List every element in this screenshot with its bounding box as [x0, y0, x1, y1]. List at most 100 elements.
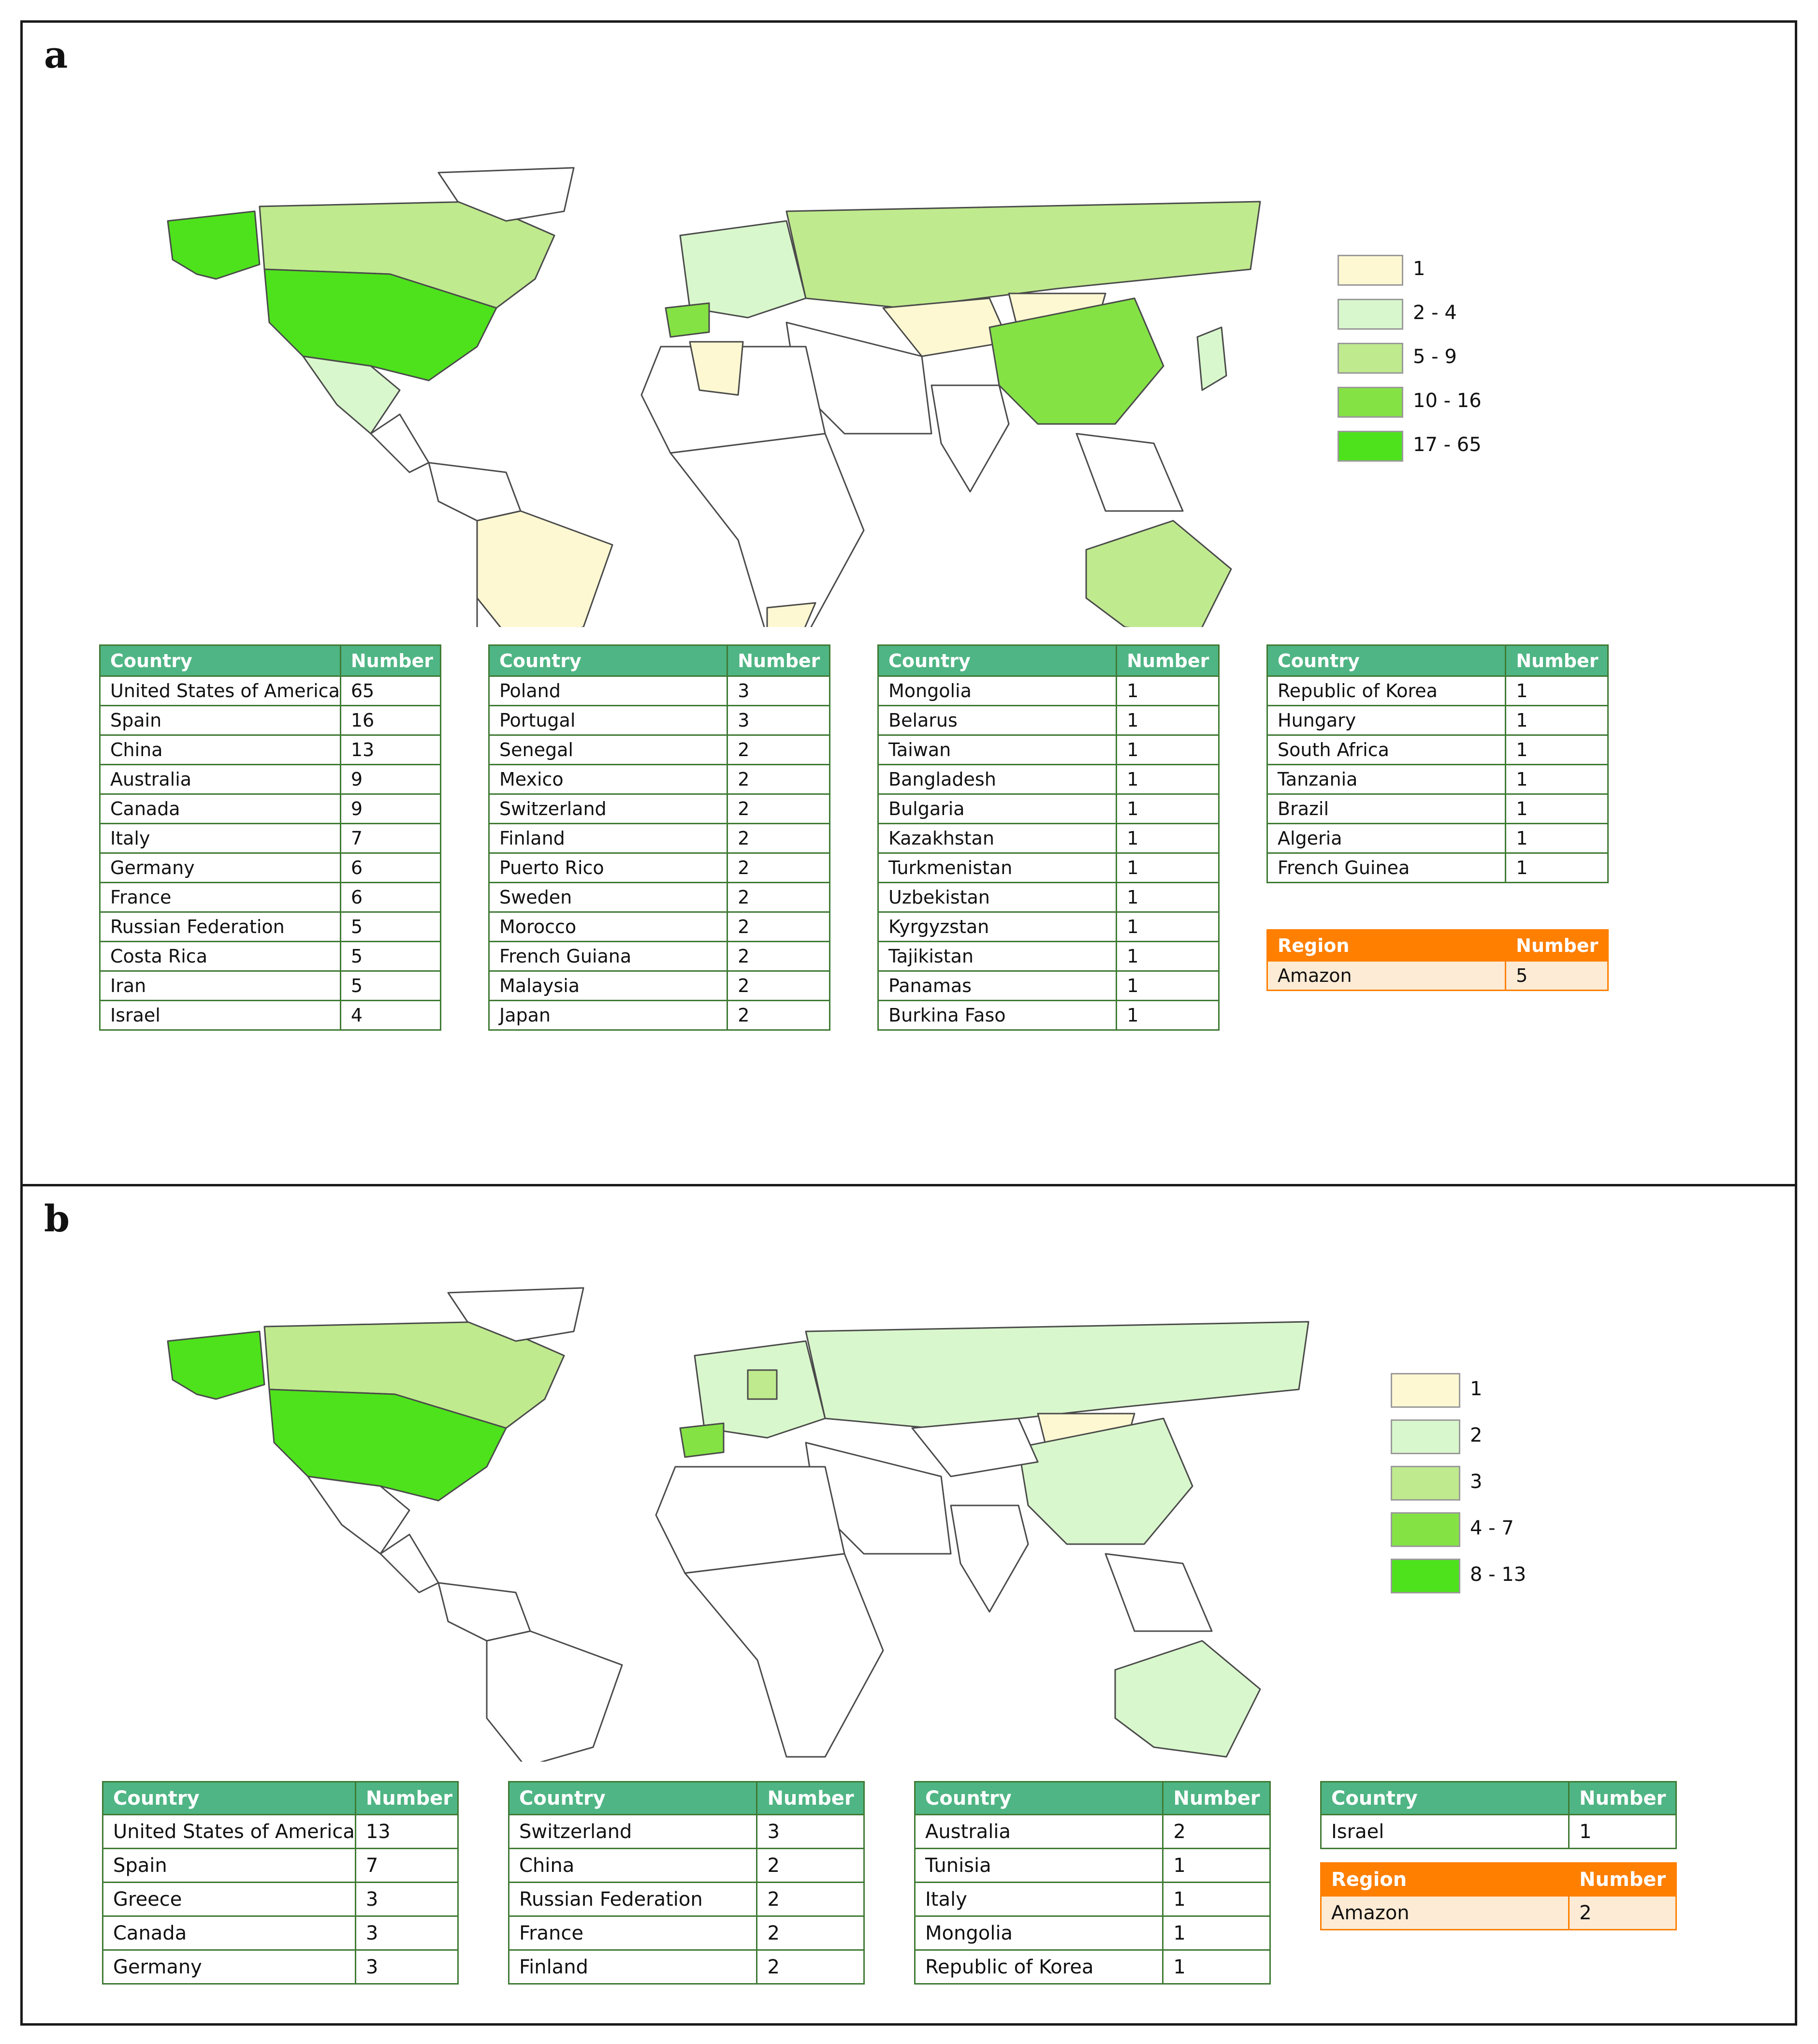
table-cell: Algeria: [1266, 823, 1507, 854]
table-cell: Canada: [102, 1915, 356, 1951]
table-row: Brazil 1: [1266, 793, 1609, 824]
table-cell: Portugal: [488, 705, 728, 736]
table-header: Country: [102, 1781, 356, 1815]
map-region-central-asia: [911, 1417, 1039, 1477]
table-cell: 2: [727, 970, 830, 1001]
table-header: Country: [508, 1781, 758, 1815]
table-header: Number: [1505, 929, 1609, 962]
table-cell: Italy: [914, 1882, 1164, 1917]
table-row: Japan 2: [488, 1000, 830, 1031]
legend-swatch: [1338, 255, 1403, 286]
table-cell: 2: [756, 1848, 865, 1883]
table-cell: 16: [339, 705, 442, 736]
table-cell: South Africa: [1266, 734, 1507, 765]
table-header: Country: [1320, 1781, 1570, 1815]
map-region-south-america-north: [428, 462, 522, 522]
legend-label: 1: [1470, 1378, 1483, 1400]
table-cell: Brazil: [1266, 793, 1507, 824]
legend-item: 4 - 7: [1391, 1512, 1681, 1547]
table-row: France 6: [99, 882, 442, 913]
panel-label: b: [44, 1197, 70, 1240]
table-cell: 3: [354, 1915, 459, 1951]
table-header-row: Country Number: [102, 1781, 459, 1815]
table-cell: Poland: [488, 675, 728, 706]
table-cell: Australia: [914, 1814, 1164, 1849]
table-cell: France: [99, 882, 341, 913]
table-cell: 3: [354, 1882, 459, 1917]
table-cell: Israel: [1320, 1814, 1570, 1849]
country-table: Country Number United States of America 6…: [99, 644, 442, 1031]
table-cell: Uzbekistan: [877, 882, 1118, 913]
table-row: South Africa 1: [1266, 734, 1609, 765]
legend-swatch: [1338, 343, 1403, 374]
table-cell: Burkina Faso: [877, 1000, 1118, 1031]
table-row: Poland 3: [488, 675, 830, 706]
table-header: Country: [877, 644, 1118, 677]
table-cell: 13: [354, 1814, 459, 1849]
table-row: Mongolia 1: [914, 1915, 1271, 1951]
map-region-australia: [1085, 520, 1232, 627]
legend-item: 2: [1391, 1419, 1681, 1454]
table-cell: 2: [756, 1882, 865, 1917]
table-header: Number: [354, 1781, 459, 1815]
legend-item: 10 - 16: [1338, 387, 1628, 418]
country-table: Country Number Republic of Korea 1 Hungar…: [1266, 644, 1609, 883]
table-cell: Australia: [99, 764, 341, 795]
legend-item: 5 - 9: [1338, 343, 1628, 374]
table-row: Russian Federation 5: [99, 911, 442, 942]
map-region-mexico: [302, 355, 401, 435]
map-region-africa: [669, 433, 865, 627]
table-cell: 5: [339, 941, 442, 972]
table-cell: United States of America: [102, 1814, 356, 1849]
table-cell: 5: [1505, 960, 1609, 991]
legend-item: 2 - 4: [1338, 299, 1628, 330]
table-cell: Mongolia: [877, 675, 1118, 706]
table-cell: 1: [1505, 823, 1609, 854]
table-row: Mexico 2: [488, 764, 830, 795]
table-cell: Amazon: [1266, 960, 1507, 991]
table-row: Australia 2: [914, 1814, 1271, 1849]
table-cell: 2: [727, 764, 830, 795]
table-cell: China: [99, 734, 341, 765]
table-cell: 65: [339, 675, 442, 706]
table-header: Country: [1266, 644, 1507, 677]
country-table: Country Number Australia 2 Tunisia 1 Italy…: [914, 1781, 1271, 1985]
table-row: Belarus 1: [877, 705, 1220, 736]
map-region-central-america: [379, 1533, 439, 1593]
table-cell: United States of America: [99, 675, 341, 706]
table-cell: 1: [1116, 970, 1220, 1001]
legend-label: 2: [1470, 1424, 1483, 1446]
map-region-india: [950, 1504, 1029, 1613]
table-cell: Bulgaria: [877, 793, 1118, 824]
table-row: Iran 5: [99, 970, 442, 1001]
legend-item: 1: [1391, 1373, 1681, 1408]
table-cell: Switzerland: [488, 793, 728, 824]
table-cell: Spain: [102, 1848, 356, 1883]
map-region-greenland: [437, 167, 575, 222]
map-region-brazil: [476, 510, 613, 627]
panel-label: a: [44, 33, 68, 76]
legend-swatch: [1338, 431, 1403, 462]
table-cell: 1: [1116, 941, 1220, 972]
map-region-algeria: [689, 341, 744, 396]
table-cell: Hungary: [1266, 705, 1507, 736]
map-region-greenland: [447, 1287, 584, 1342]
table-cell: 1: [1116, 911, 1220, 942]
legend-item: 17 - 65: [1338, 431, 1628, 462]
panel-a: a: [20, 20, 1797, 1186]
table-header: Number: [727, 644, 830, 677]
country-table: Country Number Poland 3 Portugal 3 Senegal…: [488, 644, 830, 1031]
legend-swatch: [1391, 1466, 1460, 1501]
table-row: Kyrgyzstan 1: [877, 911, 1220, 942]
table-cell: 2: [727, 911, 830, 942]
table-cell: 1: [1505, 764, 1609, 795]
table-cell: 1: [1568, 1814, 1677, 1849]
table-header-row: Country Number: [99, 644, 442, 677]
table-cell: 9: [339, 793, 442, 824]
table-cell: Greece: [102, 1882, 356, 1917]
table-row: Australia 9: [99, 764, 442, 795]
table-header-row: Region Number: [1266, 929, 1609, 962]
legend-swatch: [1391, 1373, 1460, 1408]
map-region-india: [931, 384, 1010, 493]
table-row: French Guinea 1: [1266, 852, 1609, 883]
